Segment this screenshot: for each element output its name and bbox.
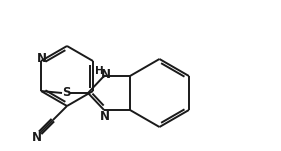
Text: N: N [100,109,110,122]
Text: S: S [62,87,70,100]
Text: N: N [31,131,42,144]
Text: N: N [101,69,111,82]
Text: H: H [95,66,103,76]
Text: N: N [37,51,47,64]
